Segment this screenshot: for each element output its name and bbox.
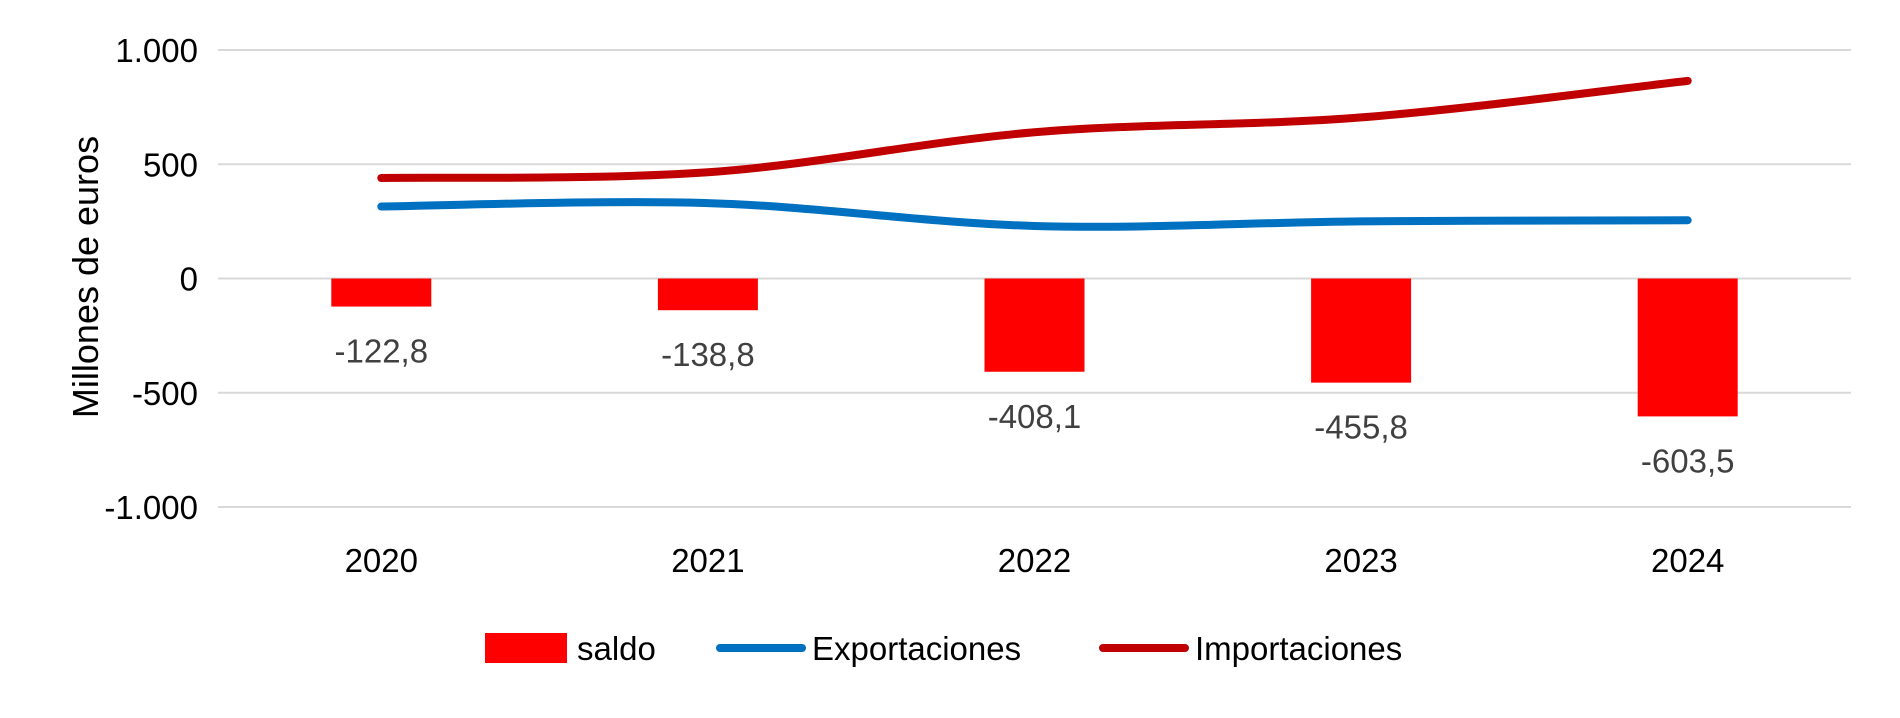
y-axis-title: Millones de euros [65,136,106,418]
series-lines [377,76,1692,231]
y-tick-label: 500 [143,146,198,183]
bar-saldo [331,278,432,307]
legend-label: saldo [577,630,656,667]
x-tick-label: 2023 [1324,542,1397,579]
legend-item-exportaciones: Exportaciones [716,630,1021,667]
x-tick-label: 2020 [345,542,418,579]
y-tick-labels: 1.000 500 0 -500 -1.000 [104,32,198,526]
legend-item-saldo: saldo [485,630,656,667]
bar-saldo [984,278,1085,372]
data-labels: -122,8 -138,8 -408,1 -455,8 -603,5 [335,333,1735,480]
series-line-importaciones [377,76,1692,182]
legend-item-importaciones: Importaciones [1099,630,1402,667]
legend-swatch [485,633,567,663]
y-tick-label: -500 [132,375,198,412]
bar-data-label: -455,8 [1314,409,1408,446]
x-tick-label: 2024 [1651,542,1724,579]
bar-data-label: -408,1 [988,398,1082,435]
y-tick-label: 0 [180,261,198,298]
bar-data-label: -138,8 [661,336,755,373]
bar-data-label: -122,8 [335,333,429,370]
bar-saldo [1311,278,1412,383]
legend-label: Importaciones [1195,630,1402,667]
legend: saldo Exportaciones Importaciones [485,630,1402,667]
bars [331,278,1738,417]
x-tick-labels: 2020 2021 2022 2023 2024 [345,542,1725,579]
legend-label: Exportaciones [812,630,1021,667]
bar-saldo [657,278,758,311]
y-tick-label: 1.000 [115,32,198,69]
x-tick-label: 2022 [998,542,1071,579]
y-tick-label: -1.000 [104,489,198,526]
bar-saldo [1637,278,1738,417]
series-line-exportaciones [377,198,1692,231]
bar-data-label: -603,5 [1641,442,1735,479]
x-tick-label: 2021 [671,542,744,579]
